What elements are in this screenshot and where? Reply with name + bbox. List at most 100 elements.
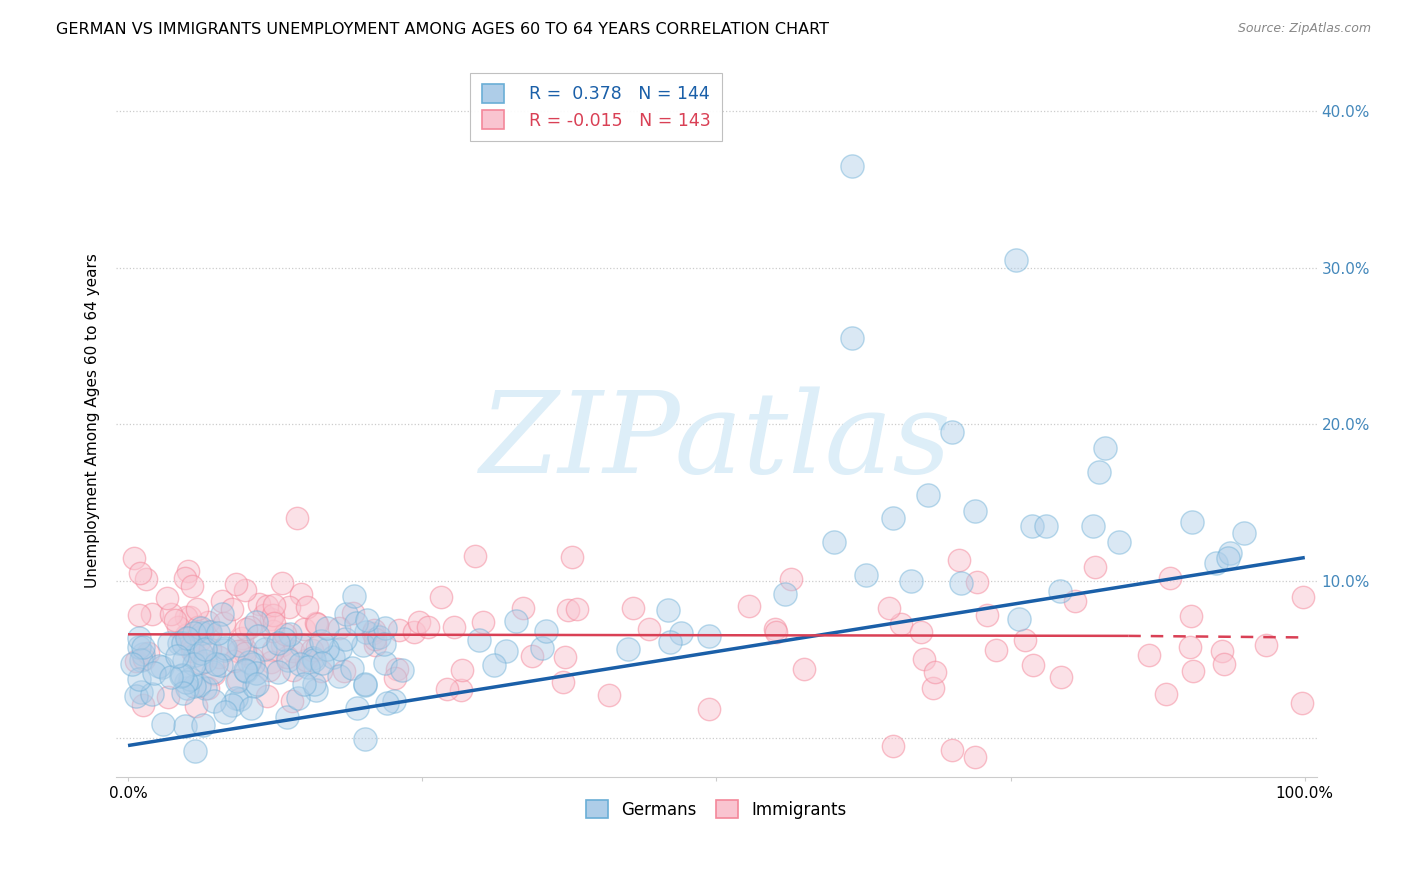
Point	[966, 575, 988, 590]
Point	[179, 672, 201, 686]
Point	[436, 682, 458, 697]
Point	[554, 649, 576, 664]
Point	[209, 658, 232, 673]
Point	[354, 625, 377, 640]
Point	[226, 673, 249, 688]
Point	[211, 607, 233, 621]
Point	[598, 688, 620, 702]
Point	[233, 641, 256, 656]
Point	[1008, 612, 1031, 626]
Point	[1088, 466, 1111, 480]
Point	[1084, 560, 1107, 574]
Point	[738, 599, 761, 613]
Point	[256, 690, 278, 704]
Point	[225, 690, 247, 705]
Point	[180, 644, 202, 658]
Point	[530, 641, 553, 656]
Text: ZIPatlas: ZIPatlas	[481, 386, 952, 497]
Point	[276, 650, 298, 665]
Point	[335, 607, 357, 621]
Point	[316, 642, 339, 657]
Point	[464, 549, 486, 564]
Point	[1094, 441, 1116, 455]
Point	[793, 662, 815, 676]
Point	[354, 678, 377, 692]
Point	[172, 636, 194, 650]
Point	[374, 621, 396, 635]
Point	[235, 622, 257, 636]
Point	[266, 665, 288, 680]
Legend: Germans, Immigrants: Germans, Immigrants	[579, 794, 853, 826]
Point	[329, 641, 352, 656]
Point	[239, 701, 262, 715]
Point	[965, 749, 987, 764]
Point	[243, 679, 266, 693]
Point	[128, 672, 150, 686]
Point	[553, 675, 575, 690]
Point	[1049, 583, 1071, 598]
Point	[328, 621, 350, 635]
Point	[468, 632, 491, 647]
Point	[167, 636, 190, 650]
Point	[141, 687, 163, 701]
Point	[305, 616, 328, 631]
Point	[270, 576, 292, 591]
Point	[194, 681, 217, 695]
Point	[183, 626, 205, 640]
Point	[267, 636, 290, 650]
Point	[302, 677, 325, 691]
Point	[1021, 519, 1043, 533]
Point	[205, 657, 228, 671]
Point	[156, 591, 179, 605]
Point	[638, 622, 661, 636]
Point	[302, 653, 325, 667]
Point	[180, 639, 202, 653]
Point	[270, 638, 292, 652]
Point	[166, 620, 188, 634]
Point	[187, 620, 209, 634]
Point	[197, 615, 219, 630]
Point	[1081, 519, 1104, 533]
Point	[186, 699, 208, 714]
Point	[128, 640, 150, 654]
Point	[520, 649, 543, 664]
Point	[128, 632, 150, 646]
Point	[342, 606, 364, 620]
Point	[150, 660, 173, 674]
Point	[200, 641, 222, 656]
Point	[163, 613, 186, 627]
Point	[172, 667, 194, 681]
Point	[263, 598, 285, 612]
Point	[882, 739, 904, 753]
Point	[157, 636, 180, 650]
Point	[305, 683, 328, 698]
Point	[190, 656, 212, 670]
Point	[240, 651, 263, 665]
Point	[1159, 571, 1181, 585]
Point	[565, 602, 588, 616]
Point	[211, 594, 233, 608]
Point	[295, 653, 318, 667]
Point	[1005, 252, 1028, 267]
Point	[170, 669, 193, 683]
Point	[941, 743, 963, 757]
Point	[142, 665, 165, 680]
Point	[363, 623, 385, 637]
Point	[132, 640, 155, 654]
Point	[385, 662, 408, 676]
Point	[1292, 590, 1315, 604]
Point	[1154, 687, 1177, 701]
Point	[472, 615, 495, 630]
Point	[179, 610, 201, 624]
Point	[188, 632, 211, 647]
Point	[262, 643, 284, 657]
Point	[174, 572, 197, 586]
Point	[224, 654, 246, 668]
Point	[418, 620, 440, 634]
Point	[877, 601, 900, 615]
Point	[254, 641, 277, 656]
Point	[1137, 648, 1160, 662]
Point	[1219, 546, 1241, 560]
Point	[247, 597, 270, 611]
Point	[309, 664, 332, 678]
